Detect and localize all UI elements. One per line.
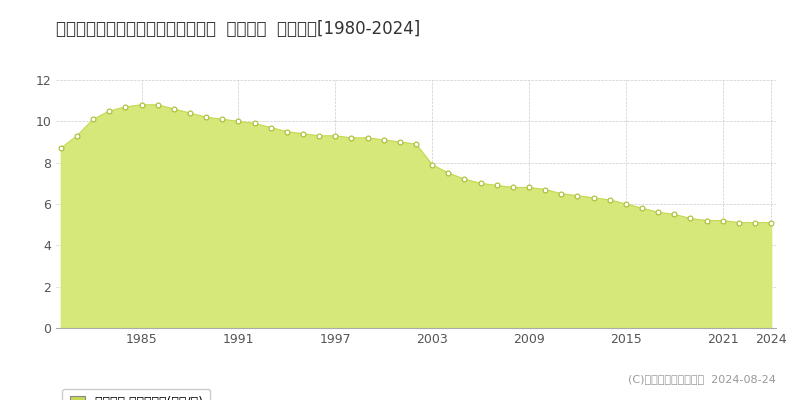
Text: (C)土地価格ドットコム  2024-08-24: (C)土地価格ドットコム 2024-08-24 bbox=[628, 374, 776, 384]
Text: 北海道登別市常盤町１丁目３１番２  地価公示  地価推移[1980-2024]: 北海道登別市常盤町１丁目３１番２ 地価公示 地価推移[1980-2024] bbox=[56, 20, 420, 38]
Legend: 地価公示 平均坪単価(万円/坪): 地価公示 平均坪単価(万円/坪) bbox=[62, 389, 210, 400]
